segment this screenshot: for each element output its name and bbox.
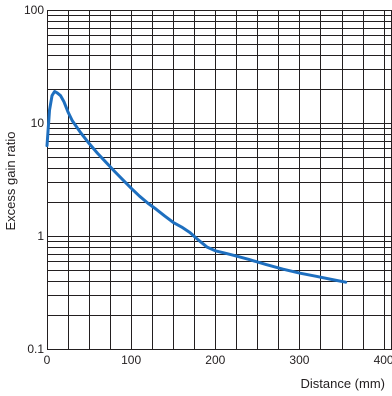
x-tick-labels: 0 100 200 300 400 (44, 353, 392, 367)
x-tick-label: 400 (374, 353, 392, 367)
series-layer (45, 90, 348, 284)
series-line (45, 90, 348, 284)
x-axis-label: Distance (mm) (300, 376, 385, 391)
x-tick-label: 200 (205, 353, 225, 367)
plot-frame (47, 10, 392, 350)
y-tick-label: 100 (24, 3, 44, 17)
grid-lines (47, 10, 392, 350)
y-tick-label: 10 (31, 116, 45, 130)
x-tick-label: 300 (289, 353, 309, 367)
x-tick-label: 0 (44, 353, 51, 367)
y-tick-label: 0.1 (27, 342, 44, 356)
y-tick-labels: 0.1 1 10 100 (24, 3, 44, 356)
y-axis-label: Excess gain ratio (3, 132, 18, 231)
x-tick-label: 100 (121, 353, 141, 367)
y-tick-label: 1 (37, 229, 44, 243)
